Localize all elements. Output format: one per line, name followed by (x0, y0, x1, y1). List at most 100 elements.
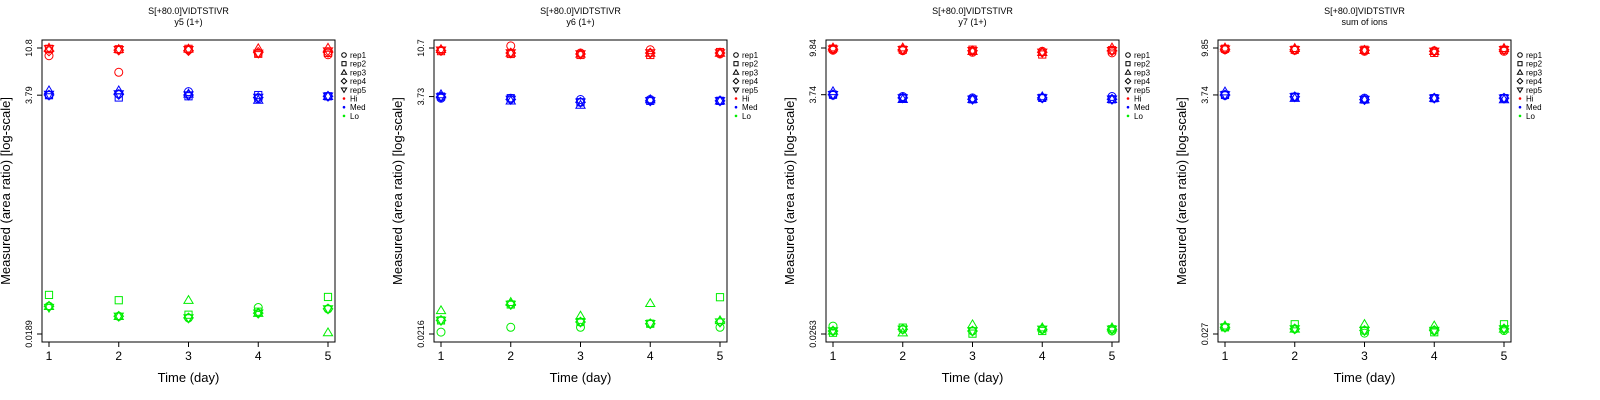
data-point-med-rep3 (1106, 93, 1118, 103)
legend-label-hi: Hi (1134, 95, 1142, 104)
legend-dot-hi (734, 97, 738, 100)
data-point-hi-rep5 (1289, 46, 1301, 56)
data-point-hi-rep5 (1106, 47, 1118, 57)
data-point-lo-rep5 (1289, 325, 1301, 335)
data-point-hi-rep5 (575, 50, 586, 60)
data-point-med-rep3 (322, 90, 334, 100)
data-point-lo-rep5 (1106, 325, 1118, 335)
y-tick-label: 0.0216 (416, 320, 426, 348)
data-point-hi-rep1 (44, 51, 54, 61)
data-point-hi-rep5 (43, 45, 55, 55)
data-point-med-rep3 (1359, 93, 1370, 104)
legend-label-rep1: rep1 (1526, 51, 1543, 60)
legend-label-hi: Hi (1526, 95, 1534, 104)
x-tick-label: 5 (1109, 349, 1116, 363)
data-point-lo-rep5 (1219, 323, 1231, 333)
data-point-lo-rep5 (644, 320, 656, 330)
legend-label-rep5: rep5 (1134, 86, 1151, 95)
data-point-med-rep5 (505, 95, 517, 106)
y-tick-label: 0.0263 (808, 320, 818, 348)
data-point-hi-rep3 (252, 42, 264, 53)
data-point-med-rep5 (967, 95, 978, 105)
data-point-lo-rep3 (1498, 323, 1510, 333)
legend-label-rep1: rep1 (1134, 51, 1151, 60)
data-point-lo-rep3 (1289, 323, 1301, 333)
chart-subtitle: y7 (1+) (958, 17, 986, 27)
data-point-lo-rep3 (322, 327, 334, 337)
chart-subtitle: y5 (1+) (174, 17, 202, 27)
data-point-lo-rep1 (828, 321, 838, 331)
x-tick-label: 3 (185, 349, 192, 363)
data-point-med-rep5 (43, 90, 55, 101)
data-point-lo-rep1 (576, 322, 585, 332)
legend-label-rep5: rep5 (1526, 86, 1543, 95)
data-point-hi-rep5 (1219, 45, 1231, 55)
data-point-lo-rep2 (114, 296, 123, 305)
x-axis-label: Time (day) (1334, 370, 1396, 385)
y-axis-label: Measured (area ratio) [log-scale] (1174, 97, 1189, 285)
data-point-lo-rep1 (253, 303, 263, 313)
chart-title: S[+80.0]VIDTSTIVR (540, 6, 621, 16)
chart-subtitle: sum of ions (1341, 17, 1388, 27)
data-point-med-rep5 (714, 97, 726, 107)
plot-frame (1217, 39, 1512, 343)
data-point-hi-rep5 (183, 46, 194, 56)
data-point-lo-rep5 (505, 300, 517, 311)
legend-label-rep2: rep2 (1526, 60, 1543, 69)
x-axis-label: Time (day) (942, 370, 1004, 385)
data-point-hi-rep5 (1036, 48, 1048, 58)
data-point-hi-rep5 (827, 45, 839, 55)
y-tick-label: 3.74 (808, 86, 818, 104)
legend-marker-rep3 (340, 68, 348, 75)
data-point-med-rep5 (1036, 94, 1048, 104)
chart-title: S[+80.0]VIDTSTIVR (932, 6, 1013, 16)
data-point-med-rep3 (967, 93, 978, 103)
legend-label-rep4: rep4 (1526, 77, 1543, 86)
legend-label-lo: Lo (1134, 112, 1143, 121)
legend-marker-rep4 (1124, 77, 1132, 85)
legend-marker-rep3 (1124, 68, 1132, 75)
data-point-lo-rep1 (506, 322, 516, 332)
legend-marker-rep5 (1516, 87, 1524, 94)
legend-label-rep3: rep3 (1526, 68, 1543, 77)
data-point-med-rep5 (1498, 94, 1510, 104)
x-tick-label: 2 (1291, 349, 1298, 363)
data-point-med-rep3 (1428, 92, 1440, 102)
y-axis-label: Measured (area ratio) [log-scale] (390, 97, 405, 285)
data-point-hi-rep3 (1359, 44, 1370, 54)
data-point-lo-rep3 (183, 294, 194, 304)
data-point-lo-rep3 (435, 304, 447, 315)
legend-dot-lo (1126, 114, 1130, 118)
x-tick-label: 2 (115, 349, 122, 363)
data-point-lo-rep5 (897, 325, 909, 335)
legend-label-med: Med (350, 103, 366, 112)
data-point-lo-rep5 (435, 316, 447, 327)
data-point-med-rep5 (644, 97, 656, 107)
legend-label-rep2: rep2 (350, 60, 367, 69)
x-tick-label: 5 (1501, 349, 1508, 363)
legend-marker-rep4 (732, 77, 740, 85)
legend-label-lo: Lo (350, 112, 359, 121)
data-point-med-rep3 (714, 95, 726, 105)
plot-frame (433, 39, 728, 343)
x-tick-label: 4 (1039, 349, 1046, 363)
legend-label-rep4: rep4 (742, 77, 759, 86)
y-axis-label: Measured (area ratio) [log-scale] (782, 97, 797, 285)
legend-label-rep3: rep3 (1134, 68, 1151, 77)
legend-marker-rep4 (1516, 77, 1524, 85)
data-point-med-rep3 (43, 84, 55, 95)
y-tick-label: 9.85 (1200, 39, 1210, 57)
x-tick-label: 3 (969, 349, 976, 363)
data-point-med-rep5 (1289, 93, 1301, 103)
x-tick-label: 4 (1431, 349, 1438, 363)
x-tick-label: 1 (438, 349, 445, 363)
x-tick-label: 1 (46, 349, 53, 363)
legend-marker-rep1 (1125, 52, 1131, 58)
data-point-hi-rep3 (714, 47, 726, 57)
y-tick-label: 0.0189 (24, 320, 34, 348)
x-tick-label: 4 (255, 349, 262, 363)
data-point-med-rep3 (827, 85, 839, 96)
